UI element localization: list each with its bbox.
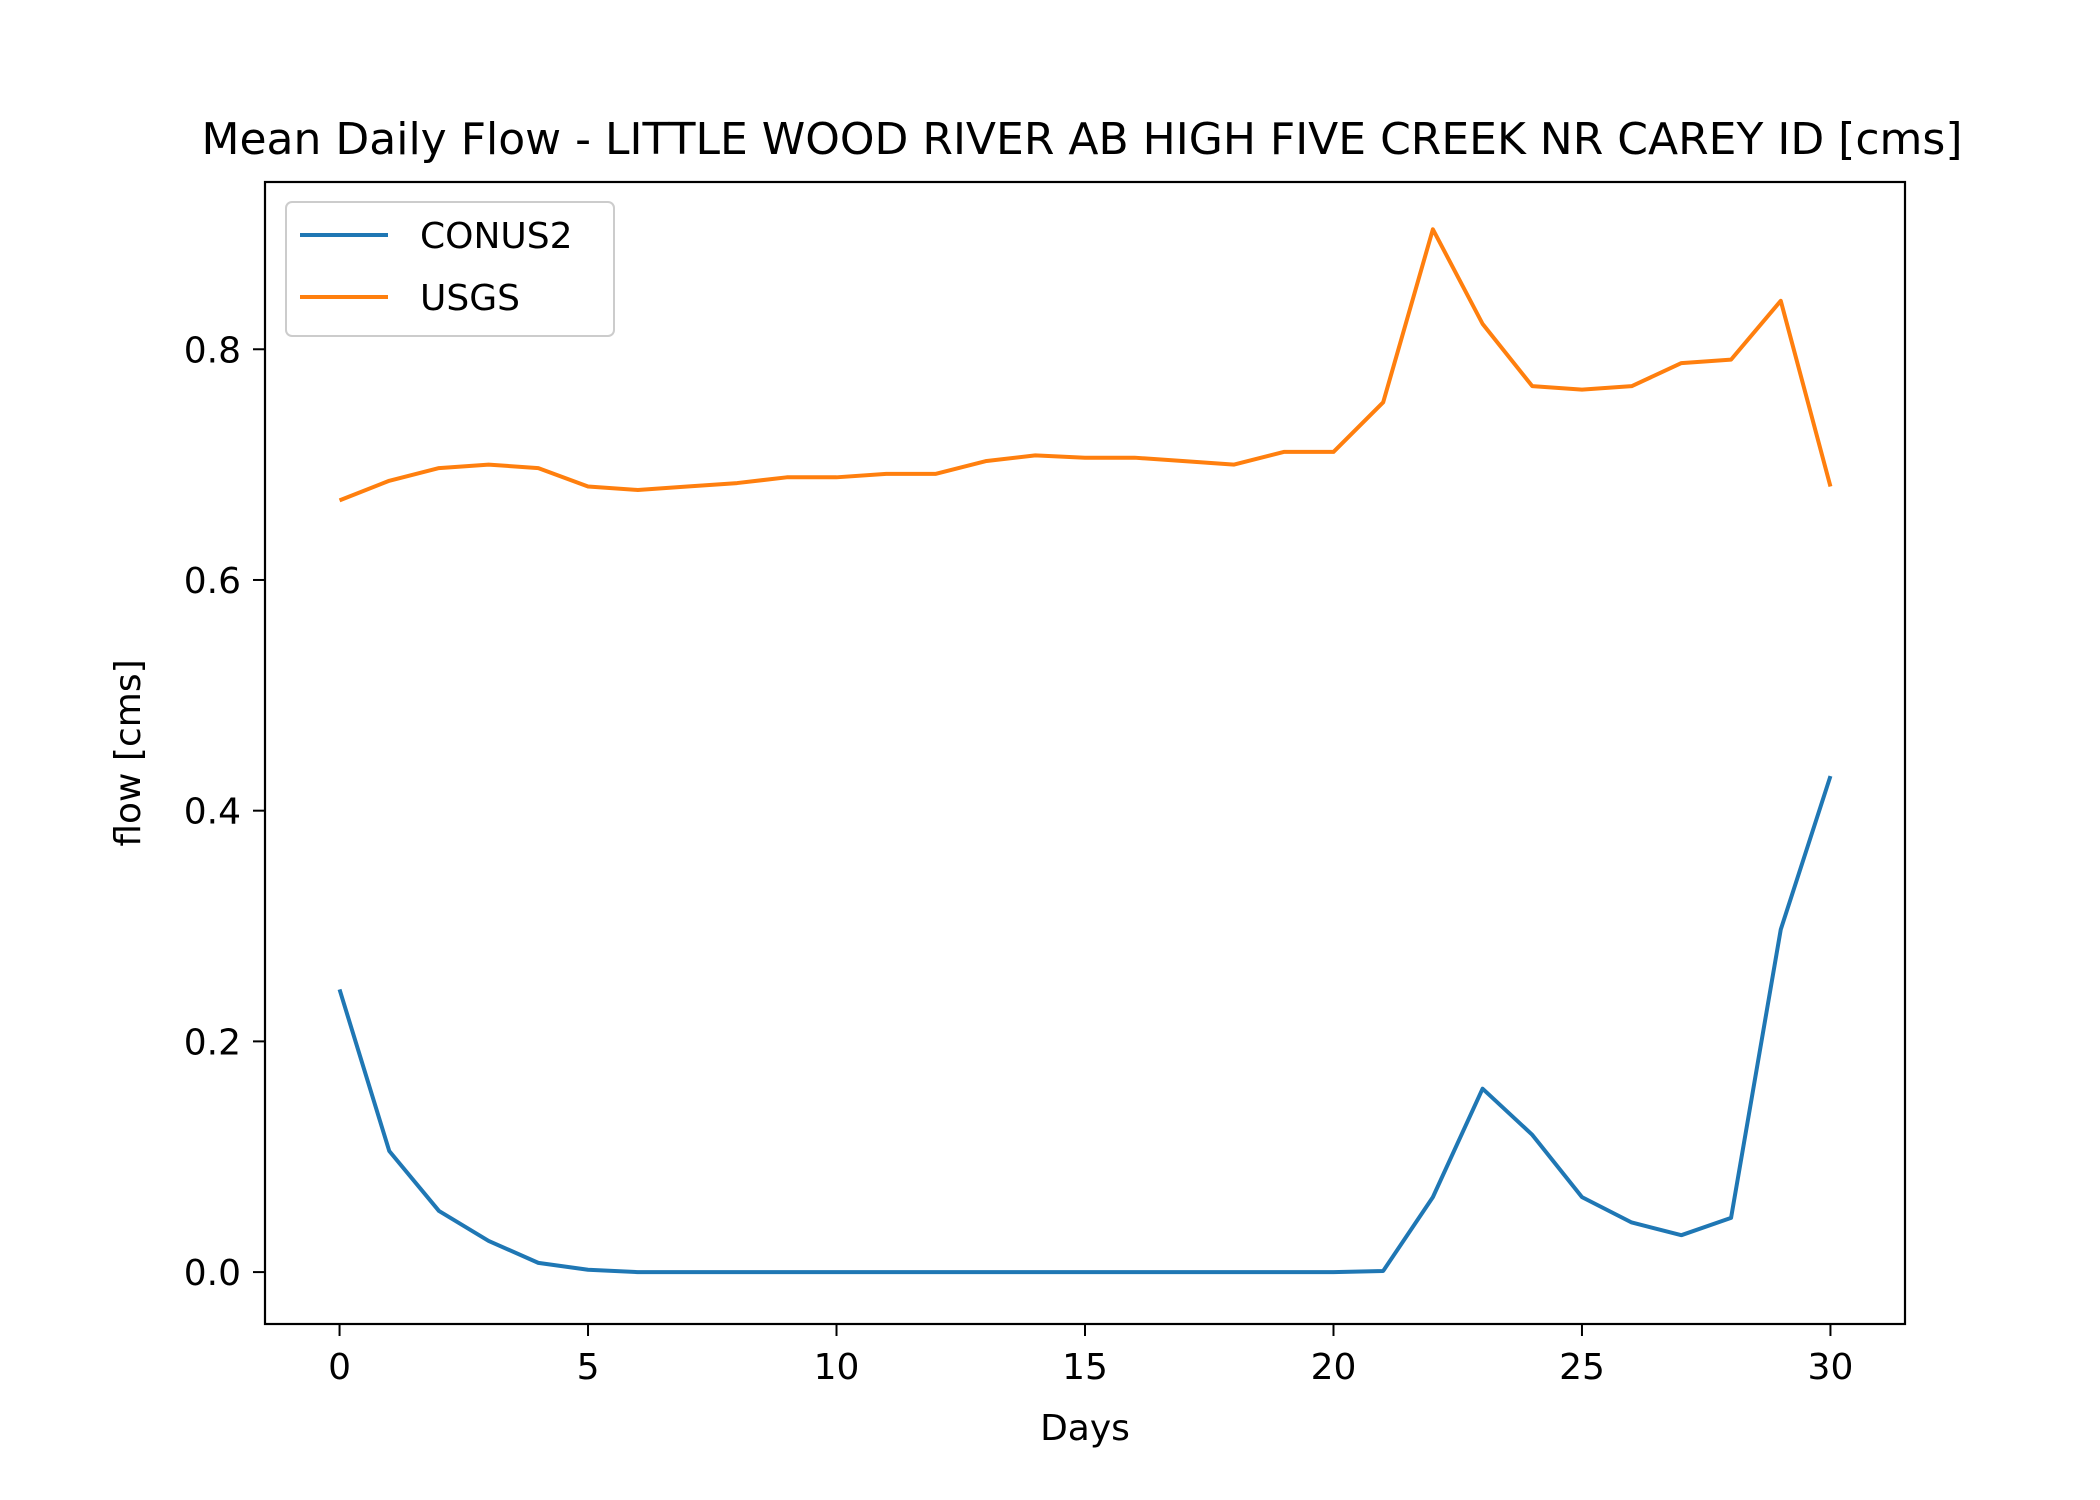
legend-label-usgs: USGS [420,278,520,319]
x-tick-label: 30 [1808,1347,1854,1388]
chart-title: Mean Daily Flow - LITTLE WOOD RIVER AB H… [202,114,1963,165]
y-tick-label: 0.4 [184,792,241,833]
x-tick-label: 15 [1062,1347,1108,1388]
y-tick-label: 0.0 [184,1253,241,1294]
x-tick-label: 25 [1559,1347,1605,1388]
x-axis-ticks: 0 5 10 15 20 25 30 [328,1324,1853,1388]
legend-label-conus2: CONUS2 [420,216,573,257]
y-axis-label: flow [cms] [108,659,149,846]
legend-items: CONUS2 USGS [300,216,573,319]
x-tick-label: 0 [328,1347,351,1388]
x-tick-label: 10 [814,1347,860,1388]
x-axis-label: Days [1040,1408,1130,1449]
y-axis-ticks: 0.0 0.2 0.4 0.6 0.8 [184,330,265,1294]
y-tick-label: 0.6 [184,561,241,602]
x-tick-label: 20 [1311,1347,1357,1388]
x-tick-label: 5 [577,1347,600,1388]
series-layer [337,227,1833,1275]
y-tick-label: 0.2 [184,1022,241,1063]
legend: CONUS2 USGS [285,201,615,337]
series-line-conus2 [337,775,1833,1275]
series-line-usgs [338,227,1833,503]
y-tick-label: 0.8 [184,330,241,371]
